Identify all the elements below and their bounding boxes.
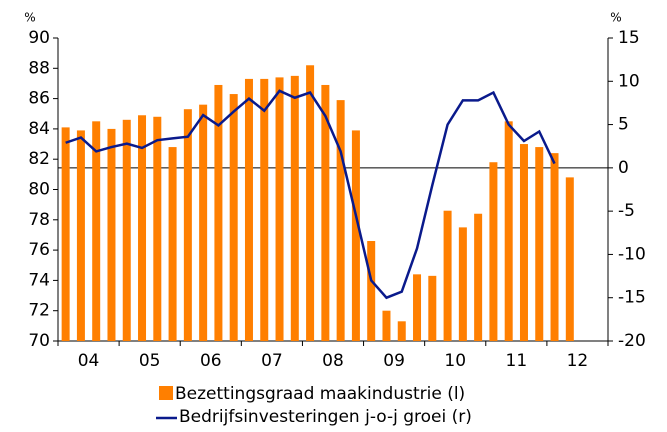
x-tick-label: 05 xyxy=(139,351,161,371)
bar xyxy=(489,162,498,341)
bar xyxy=(443,210,452,341)
bar xyxy=(474,213,483,341)
y2-tick-label: 0 xyxy=(618,158,629,178)
x-tick-label: 08 xyxy=(322,351,344,371)
bar xyxy=(336,100,345,342)
x-tick-label: 06 xyxy=(200,351,222,371)
legend-label: Bedrijfsinvesteringen j-o-j groei (r) xyxy=(179,407,472,427)
bar xyxy=(565,177,574,341)
y2-tick-label: 15 xyxy=(618,28,640,48)
y2-tick-label: -20 xyxy=(618,331,646,351)
y2-tick-label: 5 xyxy=(618,115,629,135)
y-tick-label: 76 xyxy=(28,240,50,260)
bar xyxy=(275,77,284,341)
y2-tick-label: -15 xyxy=(618,288,646,308)
bar xyxy=(382,310,391,341)
bar xyxy=(413,274,422,341)
y-tick-label: 90 xyxy=(28,28,50,48)
bar xyxy=(214,84,223,341)
bar xyxy=(199,104,208,341)
line xyxy=(65,89,556,300)
bar xyxy=(428,275,437,341)
y-tick-label: 70 xyxy=(28,331,50,351)
legend-swatch xyxy=(159,386,173,400)
bar xyxy=(260,78,269,341)
y2-tick-label: -5 xyxy=(618,201,635,221)
bar xyxy=(92,121,101,341)
y2-tick-label: -10 xyxy=(618,244,646,264)
bar xyxy=(351,130,360,341)
bar xyxy=(306,65,315,342)
bar xyxy=(321,84,330,341)
bar xyxy=(76,130,85,341)
y-tick-label: 80 xyxy=(28,180,50,200)
bar xyxy=(519,144,528,341)
y-tick-label: 72 xyxy=(28,301,50,321)
y-tick-label: 84 xyxy=(28,119,50,139)
y-tick-label: 78 xyxy=(28,210,50,230)
x-tick-label: 10 xyxy=(444,351,466,371)
bar xyxy=(504,121,513,341)
bar xyxy=(290,75,299,341)
bar xyxy=(550,153,559,341)
x-tick-label: 04 xyxy=(78,351,100,371)
bar xyxy=(244,78,253,341)
bar xyxy=(122,119,131,341)
bar xyxy=(61,127,70,341)
x-tick-label: 07 xyxy=(261,351,283,371)
y2-axis-unit: % xyxy=(610,11,621,25)
x-tick-label: 12 xyxy=(567,351,589,371)
legend-label: Bezettingsgraad maakindustrie (l) xyxy=(175,384,465,404)
y-axis-unit: % xyxy=(24,11,35,25)
bar xyxy=(138,115,147,341)
bar xyxy=(107,128,116,341)
bar xyxy=(153,116,162,341)
y-tick-label: 82 xyxy=(28,149,50,169)
bar xyxy=(458,227,467,341)
y-tick-label: 88 xyxy=(28,58,50,78)
x-tick-label: 09 xyxy=(383,351,405,371)
y-tick-label: 86 xyxy=(28,89,50,109)
bar xyxy=(367,241,376,341)
bar xyxy=(397,321,406,341)
bar xyxy=(183,109,192,341)
bar xyxy=(168,147,177,341)
y2-tick-label: 10 xyxy=(618,71,640,91)
y-tick-label: 74 xyxy=(28,270,50,290)
x-tick-label: 11 xyxy=(506,351,528,371)
bar xyxy=(535,147,544,341)
bar xyxy=(229,94,238,342)
